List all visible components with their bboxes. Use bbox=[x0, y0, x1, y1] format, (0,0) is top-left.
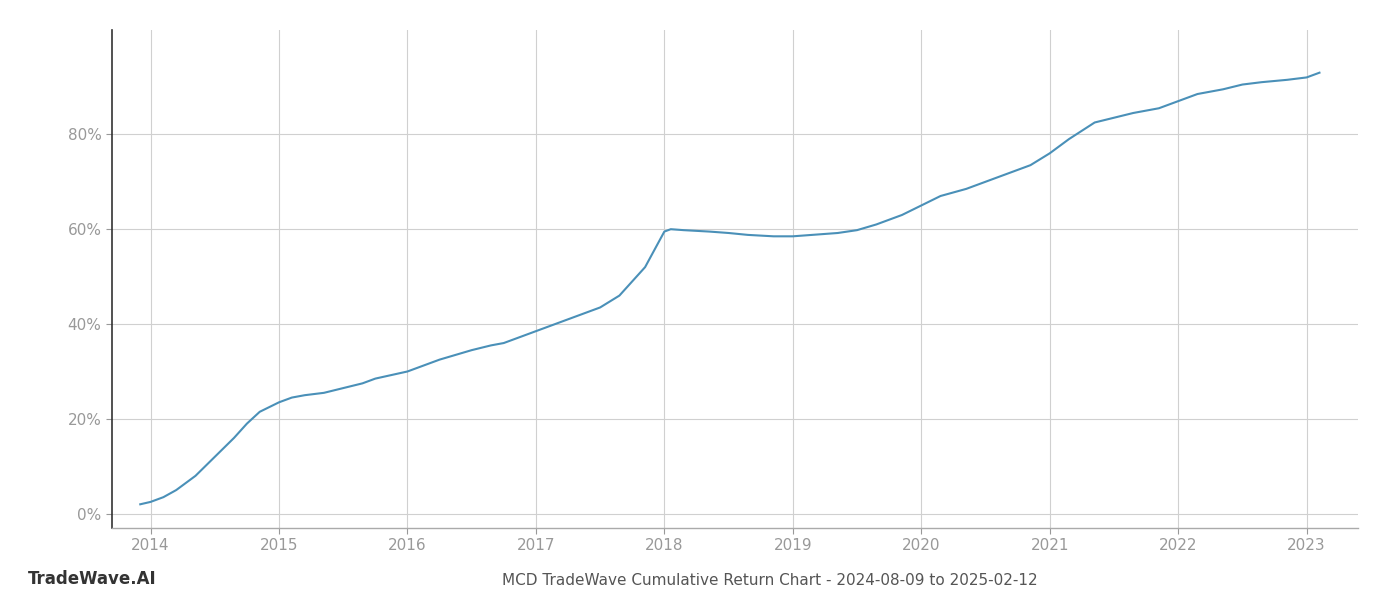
Text: MCD TradeWave Cumulative Return Chart - 2024-08-09 to 2025-02-12: MCD TradeWave Cumulative Return Chart - … bbox=[503, 573, 1037, 588]
Text: TradeWave.AI: TradeWave.AI bbox=[28, 570, 157, 588]
